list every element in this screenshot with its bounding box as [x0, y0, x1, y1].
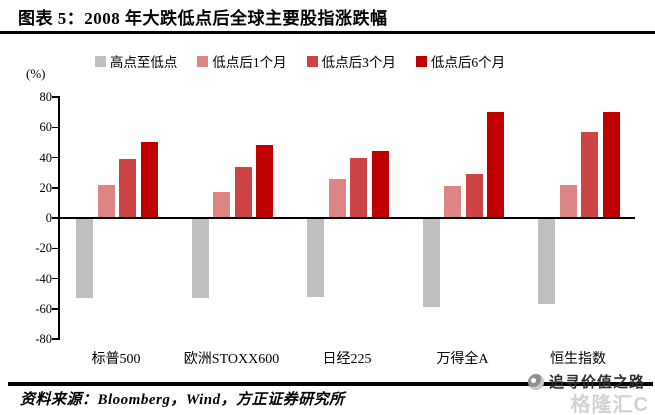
- y-tick-label: 20: [39, 180, 53, 195]
- legend-swatch-icon: [306, 55, 318, 67]
- bar-s0-c4: [538, 218, 555, 305]
- bar-s0-c0: [76, 218, 93, 299]
- category-label-3: 万得全A: [436, 352, 489, 367]
- category-label-0: 标普500: [91, 352, 141, 367]
- category-label-1: 欧洲STOXX600: [183, 352, 280, 367]
- bar-s1-c0: [97, 184, 115, 218]
- legend-item-3: 低点后6个月: [415, 51, 506, 71]
- bar-s1-c4: [559, 184, 577, 218]
- y-tick-mark: [52, 247, 58, 249]
- y-tick-label: 40: [39, 150, 53, 165]
- y-tick-mark: [52, 308, 58, 310]
- bar-s2-c2: [350, 157, 367, 218]
- y-tick-mark: [52, 217, 58, 219]
- legend-label: 低点后3个月: [321, 55, 396, 70]
- bar-s2-c1: [234, 166, 252, 218]
- gelonghui-logo-watermark: 格隆汇C: [570, 394, 649, 415]
- bar-s2-c3: [465, 174, 483, 218]
- legend-item-0: 高点至低点: [94, 51, 178, 71]
- y-tick-label: 0: [45, 211, 52, 225]
- y-axis-unit-label: (%): [26, 66, 46, 81]
- bar-s3-c0: [140, 142, 158, 218]
- bar-s0-c3: [422, 218, 440, 308]
- footer-divider: [8, 382, 653, 386]
- source-note: 资料来源：Bloomberg，Wind，方正证券研究所: [20, 392, 345, 408]
- y-axis-line: [57, 96, 60, 340]
- category-label-2: 日经225: [322, 352, 372, 367]
- bar-s3-c2: [371, 151, 389, 218]
- y-tick-mark: [52, 96, 58, 98]
- legend-label: 低点后6个月: [430, 55, 506, 70]
- y-tick-label: -60: [35, 301, 52, 316]
- title-divider: [0, 31, 655, 34]
- legend-item-1: 低点后1个月: [197, 51, 287, 71]
- watermark-ball-icon: [527, 373, 544, 390]
- y-tick-mark: [52, 277, 58, 280]
- legend-swatch-icon: [415, 55, 427, 67]
- bar-s0-c2: [307, 218, 324, 297]
- watermark-slogan: 追寻价值之路: [548, 375, 645, 391]
- legend: 高点至低点 低点后1个月 低点后3个月 低点后6个月: [0, 51, 600, 71]
- legend-label: 低点后1个月: [212, 55, 287, 70]
- watermark: 追寻价值之路: [527, 371, 645, 392]
- bar-s1-c1: [213, 192, 230, 218]
- y-tick-mark: [52, 156, 58, 159]
- bar-s3-c4: [602, 112, 620, 218]
- y-tick-label: -40: [35, 271, 52, 286]
- legend-label: 高点至低点: [109, 55, 178, 70]
- y-tick-mark: [52, 338, 58, 340]
- legend-item-2: 低点后3个月: [306, 51, 396, 71]
- x-axis-zero-line: [59, 216, 635, 220]
- category-label-4: 恒生指数: [550, 352, 606, 367]
- legend-swatch-icon: [94, 55, 106, 67]
- bar-s2-c4: [581, 131, 598, 218]
- bar-s3-c1: [256, 145, 273, 218]
- bar-s1-c3: [444, 186, 461, 218]
- y-tick-label: -20: [35, 241, 52, 256]
- y-tick-label: 80: [39, 90, 53, 104]
- chart-title: 图表 5：2008 年大跌低点后全球主要股指涨跌幅: [18, 9, 388, 28]
- y-tick-label: 60: [39, 120, 53, 135]
- y-tick-mark: [52, 187, 58, 189]
- y-tick-label: -80: [35, 332, 52, 346]
- bar-s2-c0: [119, 159, 136, 218]
- bar-s0-c1: [191, 218, 209, 299]
- y-tick-mark: [52, 126, 58, 128]
- legend-swatch-icon: [197, 55, 209, 67]
- bar-s3-c3: [487, 112, 504, 218]
- bar-s1-c2: [328, 178, 346, 218]
